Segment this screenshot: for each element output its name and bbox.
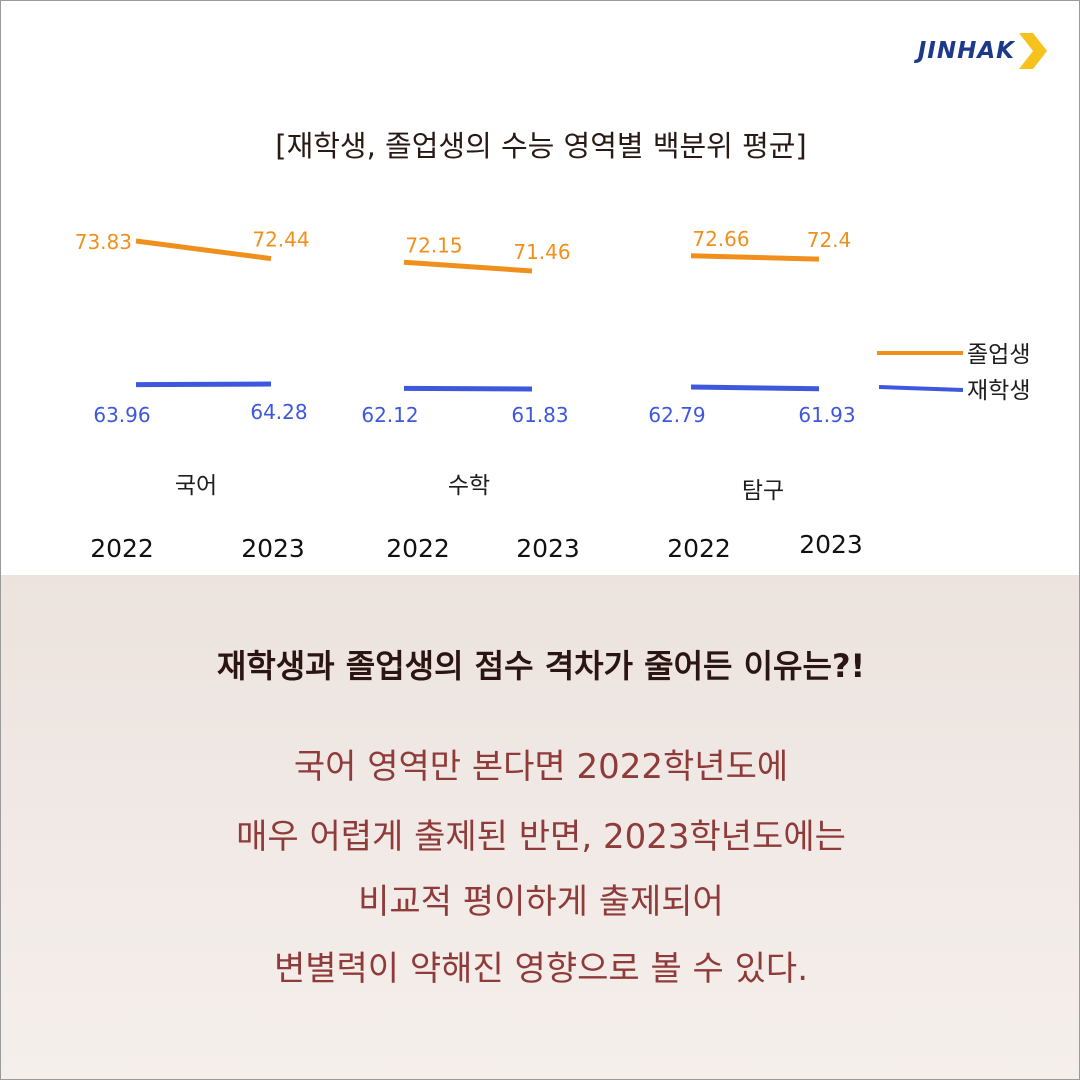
- data-label-graduate-2022: 72.15: [405, 233, 462, 257]
- logo-arrow-icon: [1019, 33, 1047, 69]
- year-tick-2022: 2022: [667, 534, 731, 563]
- jinhak-logo: JINHAK: [918, 31, 1049, 71]
- data-label-student-2023: 61.83: [511, 403, 568, 427]
- data-label-graduate-2023: 71.46: [513, 240, 570, 264]
- data-label-student-2022: 62.79: [648, 403, 705, 427]
- series-line-student-수학: [403, 385, 533, 392]
- subject-label-국어: 국어: [175, 473, 217, 499]
- logo-text: JINHAK: [917, 38, 1015, 64]
- year-tick-2023: 2023: [799, 530, 863, 559]
- year-tick-2022: 2022: [90, 534, 154, 563]
- data-label-student-2023: 61.93: [798, 403, 855, 427]
- series-line-graduate-국어: [135, 238, 272, 262]
- series-line-graduate-수학: [403, 259, 533, 274]
- data-label-student-2022: 63.96: [93, 403, 150, 427]
- subject-label-수학: 수학: [448, 473, 490, 499]
- data-label-graduate-2022: 73.83: [75, 230, 132, 254]
- data-label-graduate-2022: 72.66: [692, 227, 749, 251]
- answer-line-3: 비교적 평이하게 출제되어: [358, 882, 724, 922]
- answer-line-2: 매우 어렵게 출제된 반면, 2023학년도에는: [236, 817, 846, 857]
- legend-label-graduate: 졸업생: [967, 342, 1030, 368]
- data-label-student-2023: 64.28: [250, 400, 307, 424]
- explanation-panel: [1, 575, 1079, 1079]
- legend-swatch-student: [878, 385, 964, 392]
- series-line-student-국어: [135, 381, 272, 388]
- question-heading: 재학생과 졸업생의 점수 격차가 줄어든 이유는?!: [216, 647, 866, 685]
- line-chart: 73.83 72.44 63.96 64.28 국어 2022 2023 72.15 71.46…: [75, 227, 1031, 563]
- year-tick-2023: 2023: [516, 534, 580, 563]
- series-line-student-탐구: [690, 384, 820, 392]
- subject-label-탐구: 탐구: [742, 478, 784, 504]
- answer-line-4: 변별력이 약해진 영향으로 볼 수 있다.: [273, 949, 809, 989]
- chart-title: [재학생, 졸업생의 수능 영역별 백분위 평균]: [275, 129, 807, 163]
- series-line-graduate-탐구: [690, 253, 820, 262]
- year-tick-2022: 2022: [386, 534, 450, 563]
- data-label-graduate-2023: 72.44: [252, 228, 309, 252]
- data-label-student-2022: 62.12: [361, 403, 418, 427]
- data-label-graduate-2023: 72.4: [807, 228, 852, 252]
- legend-label-student: 재학생: [967, 378, 1030, 404]
- answer-line-1: 국어 영역만 본다면 2022학년도에: [293, 747, 789, 787]
- year-tick-2023: 2023: [241, 534, 305, 563]
